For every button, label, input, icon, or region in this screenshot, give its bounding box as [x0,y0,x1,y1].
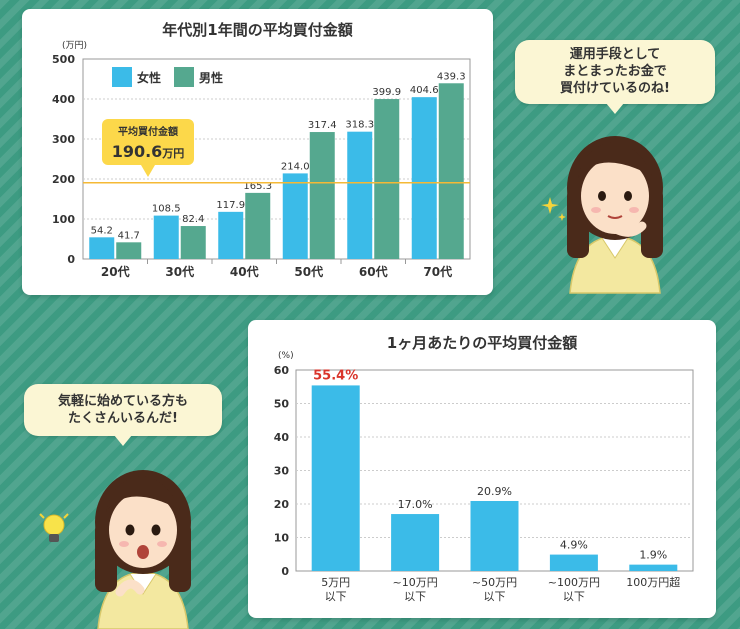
average-callout-label: 平均買付金額 [118,125,178,138]
bar-male [180,226,206,259]
data-label: 17.0% [398,498,433,511]
bubble-line: 買付けているのね! [560,81,670,96]
x-tick-label: 以下 [484,590,506,603]
woman-thinking-illustration [567,136,663,294]
y-tick-label: 30 [274,465,290,478]
y-tick-label: 500 [52,53,75,66]
x-tick-label: ~100万円 [548,576,600,589]
average-callout-value: 190.6万円 [112,142,185,161]
data-label: 439.3 [437,71,466,82]
y-tick-label: 100 [52,213,75,226]
bar-female [347,131,373,259]
y-tick-label: 0 [67,253,75,266]
bar-female [218,211,244,259]
bar-male [438,83,464,259]
bubble-line: たくさんいるんだ! [68,411,178,426]
y-tick-label: 10 [274,532,290,545]
data-label: 117.9 [216,200,245,211]
x-tick-label: 20代 [101,264,130,279]
average-callout-box [102,119,194,165]
bar-female [282,173,308,259]
y-tick-label: 400 [52,93,75,106]
data-label: 108.5 [152,204,181,215]
data-label: 165.3 [243,181,272,192]
legend-swatch [112,67,132,87]
x-tick-label: ~50万円 [472,576,517,589]
x-tick-label: 5万円 [321,576,350,589]
x-tick-label: 100万円超 [626,575,680,589]
bubble-tail [114,435,132,446]
x-tick-label: 60代 [359,264,388,279]
x-tick-label: 30代 [165,264,194,279]
bar [391,514,440,571]
bar-female [89,237,115,259]
y-tick-label: 50 [274,398,290,411]
x-tick-label: 40代 [230,264,259,279]
sparkle-icon [541,197,566,221]
bar-male [374,99,400,259]
speech-bubble-casual: 気軽に始めている方も たくさんいるんだ! [24,384,222,446]
data-label: 1.9% [639,549,667,562]
bar-male [309,132,335,259]
chart-title-monthly: 1ヶ月あたりの平均買付金額 [386,334,578,352]
bar [629,564,678,571]
data-label: 55.4% [313,368,358,383]
x-tick-label: 50代 [294,264,323,279]
bar [549,554,598,571]
bubble-line: 運用手段として [569,47,661,62]
woman-surprised-illustration [95,470,191,629]
y-axis-unit: (%) [278,351,294,361]
chart-card-monthly: 1ヶ月あたりの平均買付金額 (%) 0 10 20 30 40 50 60 55.4% 5万円 以下… [248,320,716,618]
x-tick-label: 以下 [325,590,347,603]
y-axis-unit: (万円) [62,40,87,51]
bubble-line: まとまったお金で [563,64,667,79]
y-tick-label: 0 [281,565,289,578]
chart-age-svg: (万円) 0 100 200 300 400 500 20代 54.2 41.7 30代 108.58… [52,40,471,279]
data-label: 404.6 [410,85,439,96]
x-tick-label: ~10万円 [392,576,437,589]
legend-swatch [174,67,194,87]
chart-card-age: 年代別1年間の平均買付金額 (万円) 0 100 200 300 400 500 20代 54.… [22,9,493,295]
x-tick-label: 以下 [563,590,585,603]
lightbulb-icon [39,513,69,542]
bar [470,500,519,571]
average-callout-pointer [141,165,155,177]
bar-male [245,192,271,259]
bar [311,385,360,571]
y-tick-label: 200 [52,173,75,186]
bar-male [116,242,142,259]
bar-female [153,215,179,259]
x-tick-label: 以下 [404,590,426,603]
bar-female [411,97,437,259]
data-label: 54.2 [91,225,113,236]
data-label: 317.4 [308,120,337,131]
bubble-line: 気軽に始めている方も [57,394,188,409]
data-label: 399.9 [372,87,401,98]
speech-bubble-investment: 運用手段として まとまったお金で 買付けているのね! [515,40,715,114]
y-tick-label: 40 [274,431,290,444]
data-label: 20.9% [477,485,512,498]
legend-label: 女性 [137,70,161,85]
data-label: 4.9% [560,539,588,552]
y-tick-label: 300 [52,133,75,146]
data-label: 318.3 [345,120,374,131]
data-label: 214.0 [281,161,310,172]
bubble-tail [606,103,624,114]
data-label: 41.7 [118,230,140,241]
chart-title-age: 年代別1年間の平均買付金額 [162,21,353,39]
data-label: 82.4 [182,214,204,225]
y-tick-label: 20 [274,498,290,511]
y-tick-label: 60 [274,364,290,377]
legend-label: 男性 [199,70,223,85]
x-tick-label: 70代 [423,264,452,279]
